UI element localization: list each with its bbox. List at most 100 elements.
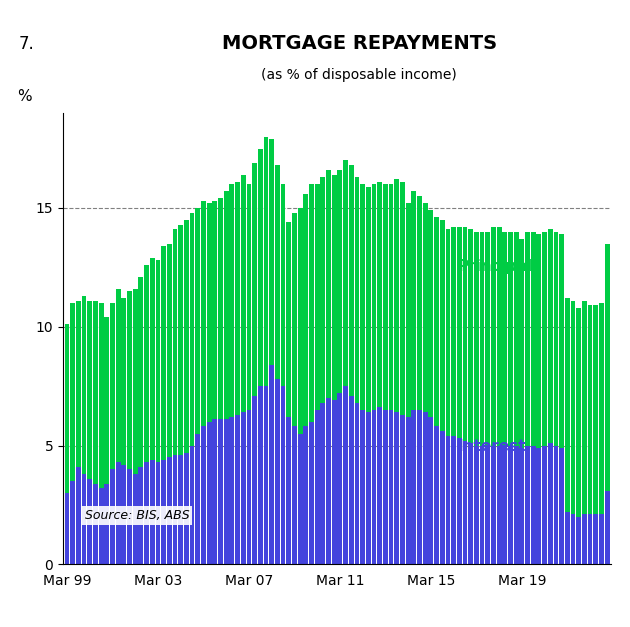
Bar [440,220,445,431]
Bar [298,434,302,564]
Bar [88,479,92,564]
Bar [542,446,547,564]
Bar [548,229,553,443]
Bar [542,231,547,446]
Bar [479,446,484,564]
Bar [122,465,126,564]
Bar [64,493,69,564]
Bar [599,303,604,514]
Bar [400,414,405,564]
Bar [71,481,75,564]
Bar [360,410,365,564]
Text: Principal: Principal [457,259,533,274]
Bar [565,512,570,564]
Bar [304,194,308,426]
Bar [195,434,200,564]
Bar [207,422,212,564]
Bar [451,436,456,564]
Bar [582,300,587,514]
Bar [156,260,161,462]
Bar [76,300,81,467]
Bar [502,446,507,564]
Bar [338,170,342,393]
Bar [525,231,530,446]
Bar [93,300,98,483]
Bar [144,265,149,462]
Bar [508,446,513,564]
Bar [292,213,297,426]
Bar [383,410,388,564]
Bar [496,227,501,446]
Bar [105,317,109,483]
Bar [394,179,399,412]
Bar [462,441,467,564]
Bar [605,491,610,564]
Bar [462,227,467,441]
Bar [82,474,86,564]
Bar [377,408,382,564]
Bar [485,446,490,564]
Bar [93,483,98,564]
Bar [366,412,370,564]
Bar [246,184,251,410]
Bar [71,303,75,481]
Bar [122,298,126,465]
Bar [343,161,348,386]
Bar [64,324,69,493]
Bar [417,410,422,564]
Bar [315,184,319,410]
Bar [304,426,308,564]
Text: 7.: 7. [19,35,35,53]
Bar [195,208,200,434]
Bar [321,403,325,564]
Bar [588,514,592,564]
Bar [485,231,490,446]
Bar [201,201,206,426]
Bar [207,203,212,422]
Bar [349,396,353,564]
Bar [161,460,166,564]
Bar [605,243,610,491]
Bar [519,239,524,448]
Bar [559,234,564,448]
Bar [212,419,217,564]
Bar [178,224,183,455]
Bar [326,170,331,398]
Bar [355,177,359,403]
Bar [406,203,411,417]
Bar [269,139,274,365]
Text: (as % of disposable income): (as % of disposable income) [261,68,457,82]
Bar [110,469,115,564]
Bar [190,213,195,446]
Bar [349,165,353,396]
Bar [315,410,319,564]
Bar [292,426,297,564]
Bar [411,191,416,410]
Bar [252,396,257,564]
Bar [394,412,399,564]
Bar [190,446,195,564]
Bar [201,426,206,564]
Bar [321,177,325,403]
Bar [377,182,382,408]
Bar [326,398,331,564]
Bar [241,175,246,412]
Bar [139,467,143,564]
Bar [383,184,388,410]
Bar [139,277,143,467]
Bar [355,403,359,564]
Bar [571,514,575,564]
Bar [218,198,223,419]
Bar [588,305,592,514]
Bar [82,296,86,474]
Bar [457,227,462,438]
Bar [184,453,189,564]
Bar [309,184,314,422]
Bar [434,426,439,564]
Bar [241,412,246,564]
Bar [173,229,178,455]
Bar [161,246,166,460]
Bar [99,488,103,564]
Bar [599,514,604,564]
Bar [167,457,172,564]
